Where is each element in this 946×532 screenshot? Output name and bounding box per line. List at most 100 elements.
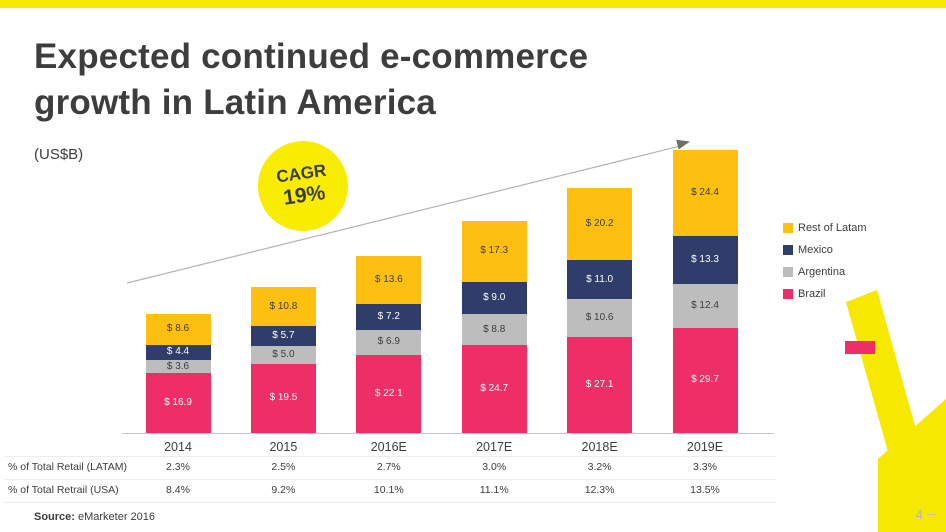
legend-item-argentina: Argentina [783, 266, 866, 278]
legend-swatch [783, 223, 793, 233]
cagr-value: 19% [281, 181, 327, 210]
x-axis-line [122, 433, 774, 434]
bar-segment-brazil-2017e: $ 24.7 [461, 345, 527, 433]
page-number-value: 4 [915, 507, 923, 522]
legend-label: Brazil [798, 288, 826, 300]
bar-segment-brazil-2016e: $ 22.1 [356, 354, 422, 433]
page-number-dash [927, 514, 936, 515]
table-cell: 12.3% [584, 484, 615, 496]
chart-legend: Rest of Latam Mexico Argentina Brazil [783, 222, 866, 310]
bar-value-label: $ 3.6 [166, 360, 190, 372]
bar-segment-argentina-2016e: $ 6.9 [356, 330, 422, 355]
bar-segment-argentina-2019e: $ 12.4 [672, 283, 738, 328]
bar-segment-mexico-2017e: $ 9.0 [461, 282, 527, 315]
table-row-label: % of Total Retail (LATAM) [8, 461, 128, 473]
bar-segment-rest-of-latam-2015: $ 10.8 [250, 287, 316, 326]
bar-segment-argentina-2018e: $ 10.6 [567, 299, 633, 337]
bar-value-label: $ 24.4 [691, 187, 719, 198]
bar-segment-argentina-2014: $ 3.6 [145, 360, 211, 373]
slide-title-line1: Expected continued e-commerce [34, 37, 589, 76]
cagr-badge: CAGR 19% [252, 135, 354, 237]
checkmark-short-arm [846, 290, 921, 459]
table-cell: 8.4% [166, 484, 190, 496]
table-cell: 3.2% [587, 461, 612, 473]
bar-segment-rest-of-latam-2016e: $ 13.6 [356, 256, 422, 305]
bar-value-label: $ 27.1 [585, 378, 614, 390]
legend-swatch [783, 267, 793, 277]
trend-arrowhead-icon [676, 139, 690, 150]
x-axis-label-2015: 2015 [269, 440, 298, 454]
bar-segment-rest-of-latam-2019e: $ 24.4 [672, 149, 738, 237]
bar-value-label: $ 4.4 [166, 346, 190, 358]
table-cell: 2.3% [166, 461, 190, 473]
table-divider [4, 479, 776, 480]
bar-value-label: $ 29.7 [691, 374, 719, 386]
bar-value-label: $ 13.3 [691, 253, 719, 265]
bar-value-label: $ 22.1 [374, 387, 403, 399]
bar-value-label: $ 8.6 [166, 323, 190, 335]
bar-segment-brazil-2015: $ 19.5 [250, 363, 316, 433]
x-axis-label-2017e: 2017E [476, 440, 513, 454]
bar-value-label: $ 8.8 [483, 323, 506, 335]
table-cell: 2.7% [376, 461, 401, 473]
bar-segment-rest-of-latam-2014: $ 8.6 [145, 314, 211, 345]
legend-label: Rest of Latam [798, 222, 867, 234]
table-cell: 10.1% [373, 484, 404, 496]
bar-segment-mexico-2018e: $ 11.0 [567, 260, 633, 300]
table-cell: 2.5% [271, 461, 296, 473]
bar-value-label: $ 24.7 [480, 383, 509, 395]
bar-value-label: $ 11.0 [586, 273, 614, 285]
legend-item-brazil: Brazil [783, 288, 866, 300]
table-divider [4, 456, 776, 457]
table-row-label: % of Total Retrail (USA) [8, 484, 119, 496]
legend-swatch [783, 289, 793, 299]
units-label: (US$B) [34, 146, 84, 163]
bar-value-label: $ 7.2 [377, 311, 400, 323]
legend-item-rest-of-latam: Rest of Latam [783, 222, 866, 234]
bar-value-label: $ 20.2 [585, 218, 614, 230]
table-cell: 3.0% [482, 461, 507, 473]
legend-swatch [783, 245, 793, 255]
source-text: eMarketer 2016 [77, 511, 156, 523]
bar-segment-rest-of-latam-2018e: $ 20.2 [567, 188, 633, 261]
x-axis-label-2016e: 2016E [370, 440, 407, 454]
x-axis-label-2014: 2014 [164, 440, 192, 454]
x-axis-label-2019e: 2019E [686, 440, 724, 454]
table-cell: 13.5% [690, 484, 720, 496]
legend-label: Argentina [798, 266, 846, 278]
bar-value-label: $ 10.8 [269, 300, 298, 312]
bar-value-label: $ 17.3 [480, 245, 509, 257]
bar-segment-mexico-2016e: $ 7.2 [356, 304, 422, 331]
legend-item-mexico: Mexico [783, 244, 866, 256]
bar-value-label: $ 5.0 [272, 348, 295, 360]
bar-segment-argentina-2017e: $ 8.8 [461, 314, 527, 346]
bar-segment-mexico-2015: $ 5.7 [250, 325, 316, 347]
bar-value-label: $ 13.6 [374, 274, 403, 286]
bar-value-label: $ 19.5 [269, 392, 298, 404]
bar-segment-mexico-2014: $ 4.4 [145, 344, 211, 361]
source-note: Source: eMarketer 2016 [34, 511, 155, 523]
slide-title-line2: growth in Latin America [34, 82, 436, 122]
bar-segment-rest-of-latam-2017e: $ 17.3 [461, 220, 527, 283]
pink-dash-decoration [845, 341, 875, 354]
table-cell: 9.2% [271, 484, 296, 496]
bar-value-label: $ 16.9 [164, 396, 192, 408]
table-cell: 11.1% [479, 484, 509, 496]
bar-value-label: $ 12.4 [691, 299, 719, 311]
legend-label: Mexico [798, 244, 833, 256]
x-axis-label-2018e: 2018E [581, 440, 618, 454]
slide-title: Expected continued e-commerce growth in L… [34, 34, 588, 125]
table-divider [4, 502, 776, 503]
bar-value-label: $ 6.9 [377, 336, 400, 348]
bar-value-label: $ 9.0 [483, 292, 506, 304]
bar-segment-argentina-2015: $ 5.0 [250, 346, 316, 364]
top-accent-bar [0, 0, 946, 8]
table-cell: 3.3% [693, 461, 717, 473]
bar-segment-brazil-2014: $ 16.9 [145, 373, 211, 433]
bar-segment-brazil-2019e: $ 29.7 [672, 327, 738, 433]
bar-value-label: $ 10.6 [585, 311, 614, 323]
bar-value-label: $ 5.7 [272, 329, 295, 341]
bar-segment-mexico-2019e: $ 13.3 [672, 236, 738, 284]
source-label: Source: [34, 511, 75, 523]
